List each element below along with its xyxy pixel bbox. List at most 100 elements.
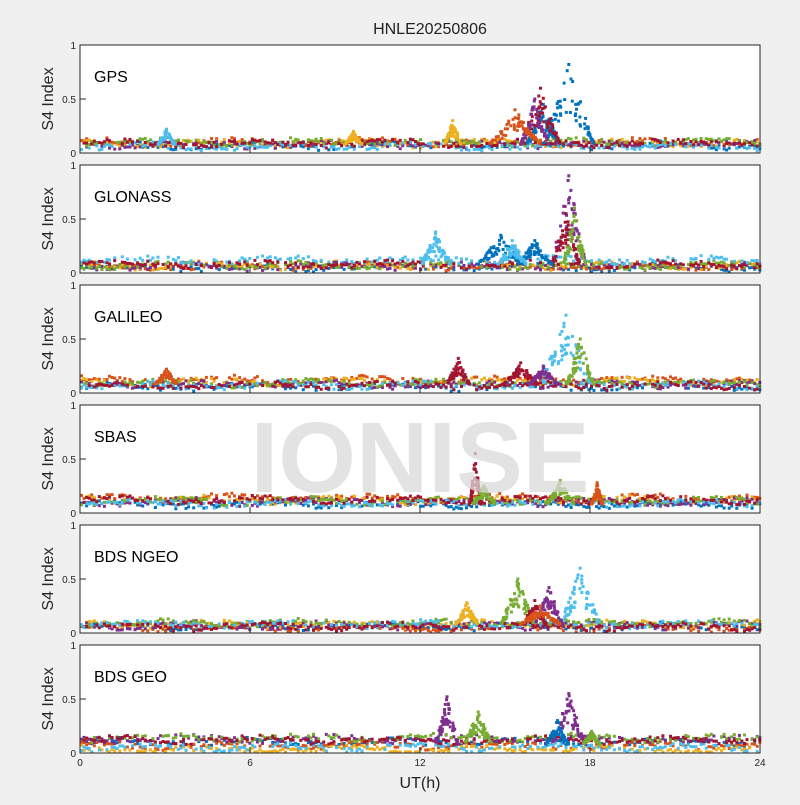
data-point	[692, 143, 695, 146]
data-point	[353, 148, 356, 151]
data-point	[366, 258, 369, 261]
data-point	[182, 146, 185, 149]
data-point	[628, 142, 631, 145]
data-point	[748, 387, 751, 390]
data-point	[578, 249, 581, 252]
data-point	[307, 263, 310, 266]
data-point	[756, 259, 759, 262]
data-point	[266, 260, 269, 263]
data-point	[185, 379, 188, 382]
data-point	[297, 139, 300, 142]
data-point	[524, 379, 527, 382]
data-point	[618, 387, 621, 390]
data-point	[567, 137, 570, 140]
data-point	[539, 87, 542, 90]
data-point	[567, 198, 570, 201]
data-point	[496, 144, 499, 147]
panel-label: GALILEO	[94, 309, 162, 326]
data-point	[546, 138, 549, 141]
data-point	[434, 141, 437, 144]
data-point	[157, 143, 160, 146]
data-point	[559, 261, 562, 264]
data-point	[550, 129, 553, 132]
data-point	[149, 266, 152, 269]
data-point	[335, 261, 338, 264]
data-point	[567, 63, 570, 66]
data-point	[746, 388, 749, 391]
data-point	[593, 383, 596, 386]
data-point	[202, 264, 205, 267]
data-point	[108, 147, 111, 150]
data-point	[248, 142, 251, 145]
data-point	[248, 257, 251, 260]
data-point	[359, 142, 362, 145]
data-point	[751, 381, 754, 384]
data-point	[498, 243, 501, 246]
data-point	[100, 148, 103, 151]
data-point	[190, 148, 193, 151]
data-point	[354, 138, 357, 141]
data-point	[452, 266, 455, 269]
data-point	[577, 387, 580, 390]
data-point	[281, 141, 284, 144]
data-point	[429, 142, 432, 145]
data-point	[213, 141, 216, 144]
data-point	[538, 106, 541, 109]
data-point	[644, 382, 647, 385]
data-point	[312, 263, 315, 266]
data-point	[514, 116, 517, 119]
data-point	[463, 264, 466, 267]
data-point	[246, 146, 249, 149]
data-point	[151, 386, 154, 389]
data-point	[141, 264, 144, 267]
data-point	[542, 366, 545, 369]
data-point	[121, 255, 124, 258]
data-point	[205, 145, 208, 148]
data-point	[307, 265, 310, 268]
data-point	[725, 383, 728, 386]
data-point	[85, 378, 88, 381]
data-point	[289, 264, 292, 267]
data-point	[389, 267, 392, 270]
data-point	[315, 260, 318, 263]
data-point	[610, 147, 613, 150]
data-point	[710, 263, 713, 266]
data-point	[399, 267, 402, 270]
data-point	[366, 376, 369, 379]
data-point	[167, 256, 170, 259]
data-point	[162, 263, 165, 266]
data-point	[502, 254, 505, 257]
data-point	[363, 384, 366, 387]
data-point	[618, 144, 621, 147]
data-point	[452, 388, 455, 391]
data-point	[705, 262, 708, 265]
data-point	[756, 388, 759, 391]
data-point	[485, 382, 488, 385]
data-point	[477, 263, 480, 266]
data-point	[540, 125, 543, 128]
data-point	[730, 260, 733, 263]
data-point	[327, 263, 330, 266]
data-point	[626, 259, 629, 262]
data-point	[297, 255, 300, 258]
data-point	[528, 251, 531, 254]
data-point	[383, 259, 386, 262]
data-point	[358, 374, 361, 377]
data-point	[567, 220, 570, 223]
data-point	[700, 260, 703, 263]
data-point	[644, 137, 647, 140]
data-point	[322, 383, 325, 386]
data-point	[646, 379, 649, 382]
data-point	[118, 147, 121, 150]
data-point	[538, 117, 541, 120]
data-point	[523, 373, 526, 376]
data-point	[572, 245, 575, 248]
data-point	[434, 255, 437, 258]
data-point	[511, 142, 514, 145]
data-point	[111, 376, 114, 379]
data-point	[317, 378, 320, 381]
data-point	[218, 268, 221, 271]
data-point	[355, 384, 358, 387]
data-point	[461, 371, 464, 374]
